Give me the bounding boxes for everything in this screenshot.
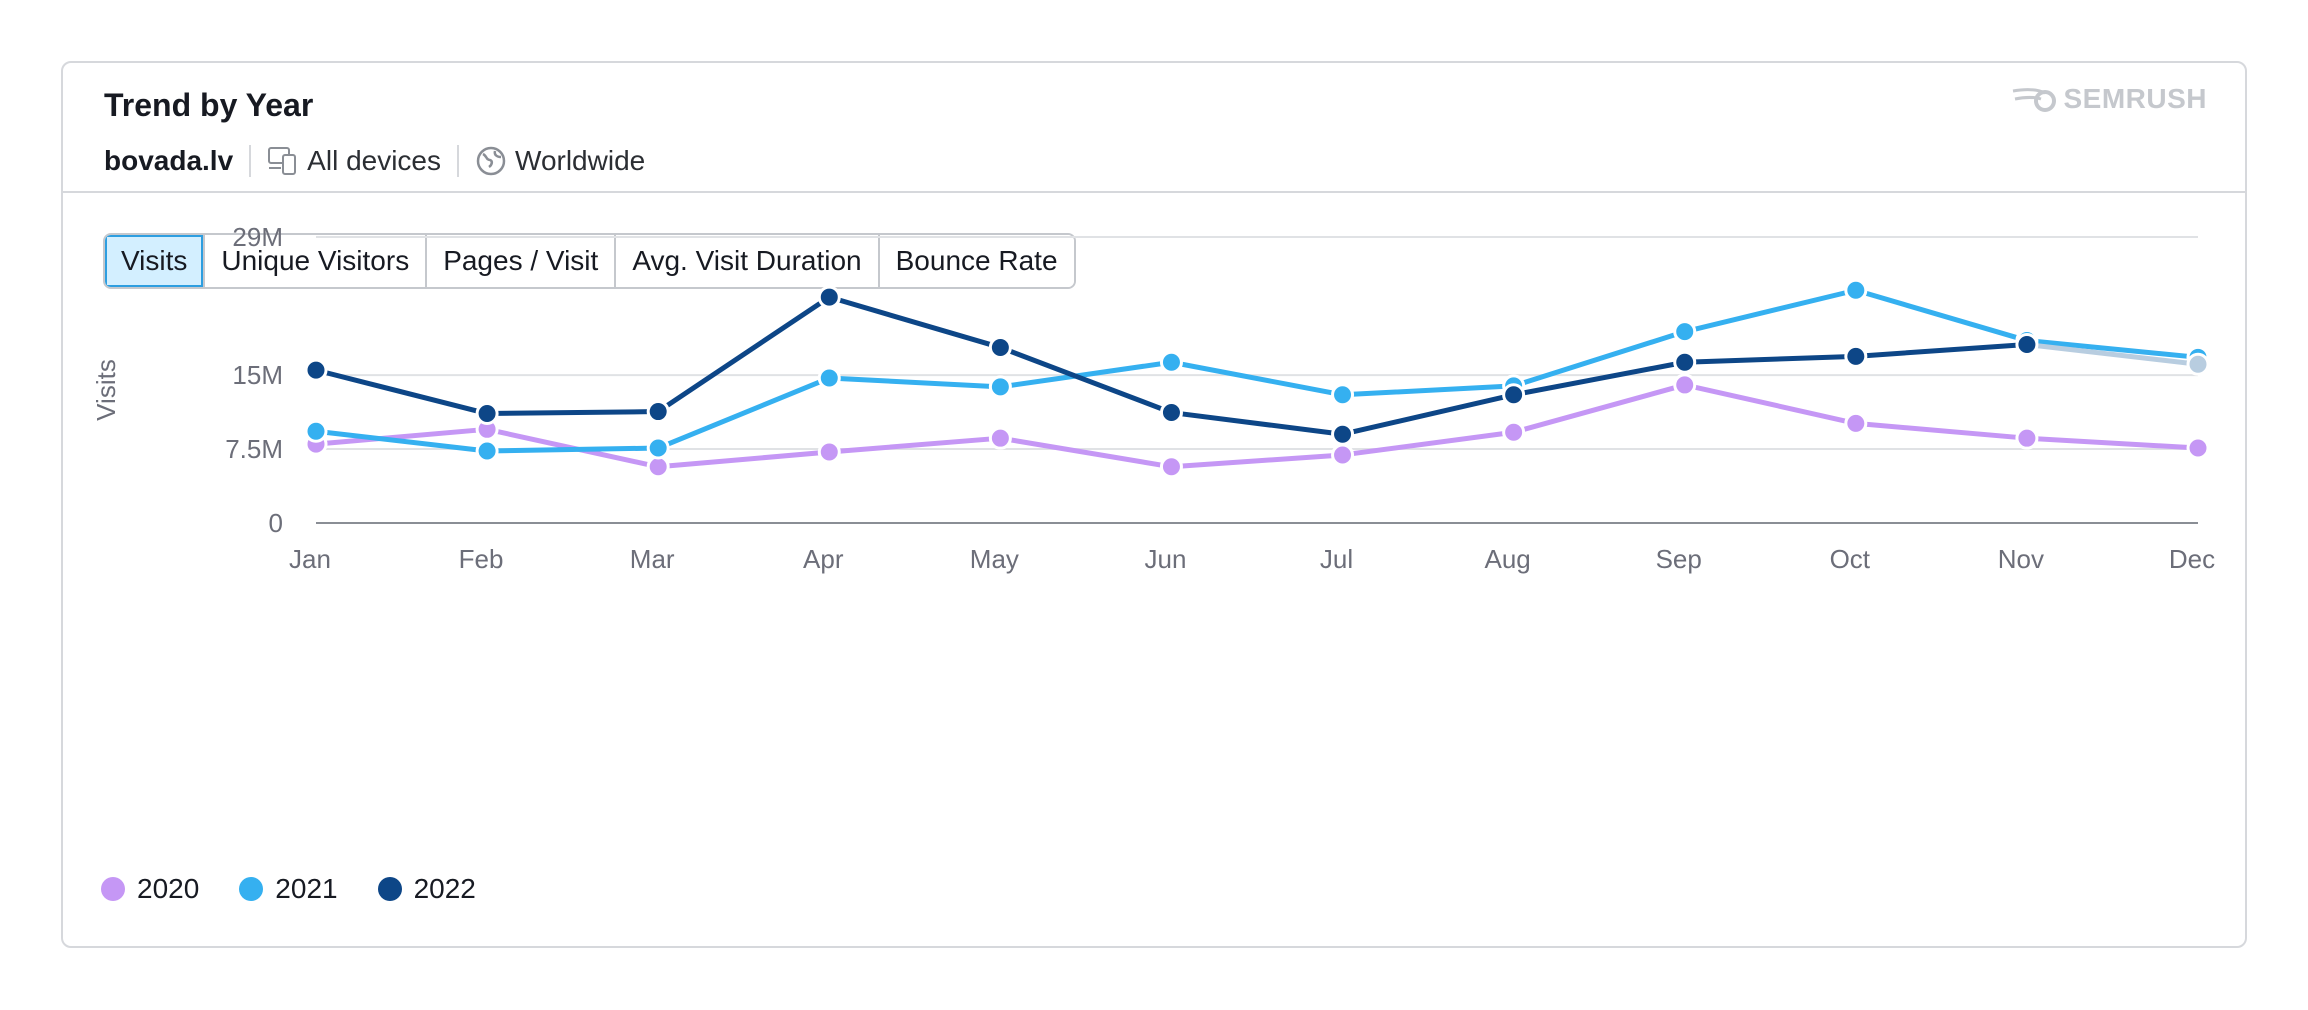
legend-dot-2022 <box>377 877 402 901</box>
card-title: Trend by Year <box>104 87 314 123</box>
tab-pages-per-visit[interactable]: Pages / Visit <box>425 235 615 287</box>
metric-tabs: Visits Unique Visitors Pages / Visit Avg… <box>103 233 1076 289</box>
data-point-2020[interactable] <box>817 440 841 464</box>
data-point-2021[interactable] <box>817 366 841 390</box>
card-header: Trend by Year SEMRUSH bovada.lv All devi… <box>63 63 2245 193</box>
data-point-2020[interactable] <box>1844 411 1868 435</box>
data-point-2021[interactable] <box>646 436 670 460</box>
x-tick-label: Feb <box>459 544 504 574</box>
filter-meta: bovada.lv All devices Worldwide <box>104 143 645 179</box>
legend-dot-2020 <box>101 877 125 901</box>
series-line-2020 <box>315 382 2199 470</box>
region-filter[interactable]: Worldwide <box>475 145 645 177</box>
data-point-2022[interactable] <box>646 400 670 424</box>
x-tick-label: Jun <box>1144 544 1186 574</box>
devices-label: All devices <box>307 145 442 176</box>
data-point-2021[interactable] <box>1159 350 1183 374</box>
semrush-logo-text: SEMRUSH <box>2063 83 2207 114</box>
x-tick-label: Nov <box>1998 544 2044 574</box>
data-point-2021[interactable] <box>1673 320 1697 344</box>
tab-bounce-rate[interactable]: Bounce Rate <box>877 235 1074 287</box>
tab-unique-visitors[interactable]: Unique Visitors <box>203 235 426 287</box>
y-tick-label: 0 <box>269 508 283 538</box>
legend-item-2020[interactable]: 2020 <box>101 873 199 905</box>
x-tick-label: Jul <box>1320 544 1353 574</box>
meta-divider <box>249 145 252 177</box>
data-point-2022[interactable] <box>2015 332 2039 356</box>
trend-card: Trend by Year SEMRUSH bovada.lv All devi… <box>61 61 2247 948</box>
legend-item-2022[interactable]: 2022 <box>377 873 476 905</box>
x-tick-label: May <box>970 544 1019 574</box>
x-tick-label: Oct <box>1830 544 1871 574</box>
legend-dot-2021 <box>239 877 264 901</box>
data-point-2021[interactable] <box>1844 278 1868 302</box>
data-point-2020[interactable] <box>1502 420 1526 444</box>
globe-icon <box>476 146 506 176</box>
data-point-2022[interactable] <box>304 358 328 382</box>
data-point-2020[interactable] <box>1673 373 1697 397</box>
data-point-2020[interactable] <box>988 426 1012 450</box>
data-point-2020[interactable] <box>646 455 670 479</box>
data-point-2021[interactable] <box>475 439 499 463</box>
data-point-2022[interactable] <box>1159 401 1183 425</box>
x-tick-label: Aug <box>1485 544 1531 574</box>
domain-label: bovada.lv <box>104 145 234 176</box>
legend-item-2021[interactable]: 2021 <box>239 873 338 905</box>
legend-label-2022: 2022 <box>413 873 476 904</box>
visits-line-chart: 0 7.5M 15M 29M Jan Feb Mar Apr May Jun Jul Aug Sep Oc… <box>91 222 2215 574</box>
series-line-2021 <box>315 287 2199 454</box>
y-tick-label: 29M <box>232 222 283 252</box>
x-tick-label: Sep <box>1656 544 1702 574</box>
x-tick-label: Apr <box>803 544 844 574</box>
tab-avg-visit-duration[interactable]: Avg. Visit Duration <box>614 235 878 287</box>
legend-label-2021: 2021 <box>275 873 338 904</box>
data-point-2022[interactable] <box>988 335 1012 359</box>
chart-legend: 2020 2021 2022 <box>101 873 476 905</box>
devices-filter[interactable]: All devices <box>267 145 441 177</box>
y-tick-label: 7.5M <box>225 434 283 464</box>
data-point-2020[interactable] <box>2015 426 2039 450</box>
x-tick-label: Dec <box>2169 544 2215 574</box>
x-tick-label: Mar <box>630 544 675 574</box>
data-point-2022[interactable] <box>475 402 499 426</box>
x-tick-label: Jan <box>289 544 331 574</box>
meta-divider <box>457 145 460 177</box>
legend-label-2020: 2020 <box>137 873 200 904</box>
data-point-2022[interactable] <box>1331 422 1355 446</box>
data-point-2022[interactable] <box>2186 352 2210 376</box>
tab-visits[interactable]: Visits <box>105 235 204 287</box>
y-axis-label: Visits <box>91 359 121 421</box>
semrush-logo: SEMRUSH <box>2011 83 2207 115</box>
y-tick-label: 15M <box>232 360 283 390</box>
data-point-2022[interactable] <box>817 285 841 309</box>
data-point-2021[interactable] <box>1331 383 1355 407</box>
data-point-2021[interactable] <box>988 375 1012 399</box>
data-point-2022[interactable] <box>1844 344 1868 368</box>
data-point-2022[interactable] <box>1673 350 1697 374</box>
data-point-2021[interactable] <box>304 419 328 443</box>
data-point-2020[interactable] <box>1159 455 1183 479</box>
semrush-logo-icon <box>2013 88 2057 112</box>
region-label: Worldwide <box>515 145 646 176</box>
data-point-2022[interactable] <box>1502 383 1526 407</box>
devices-icon <box>268 147 297 175</box>
data-point-2020[interactable] <box>2186 436 2210 460</box>
series-line-partial-2022 <box>2026 342 2199 367</box>
data-point-2020[interactable] <box>1331 443 1355 467</box>
